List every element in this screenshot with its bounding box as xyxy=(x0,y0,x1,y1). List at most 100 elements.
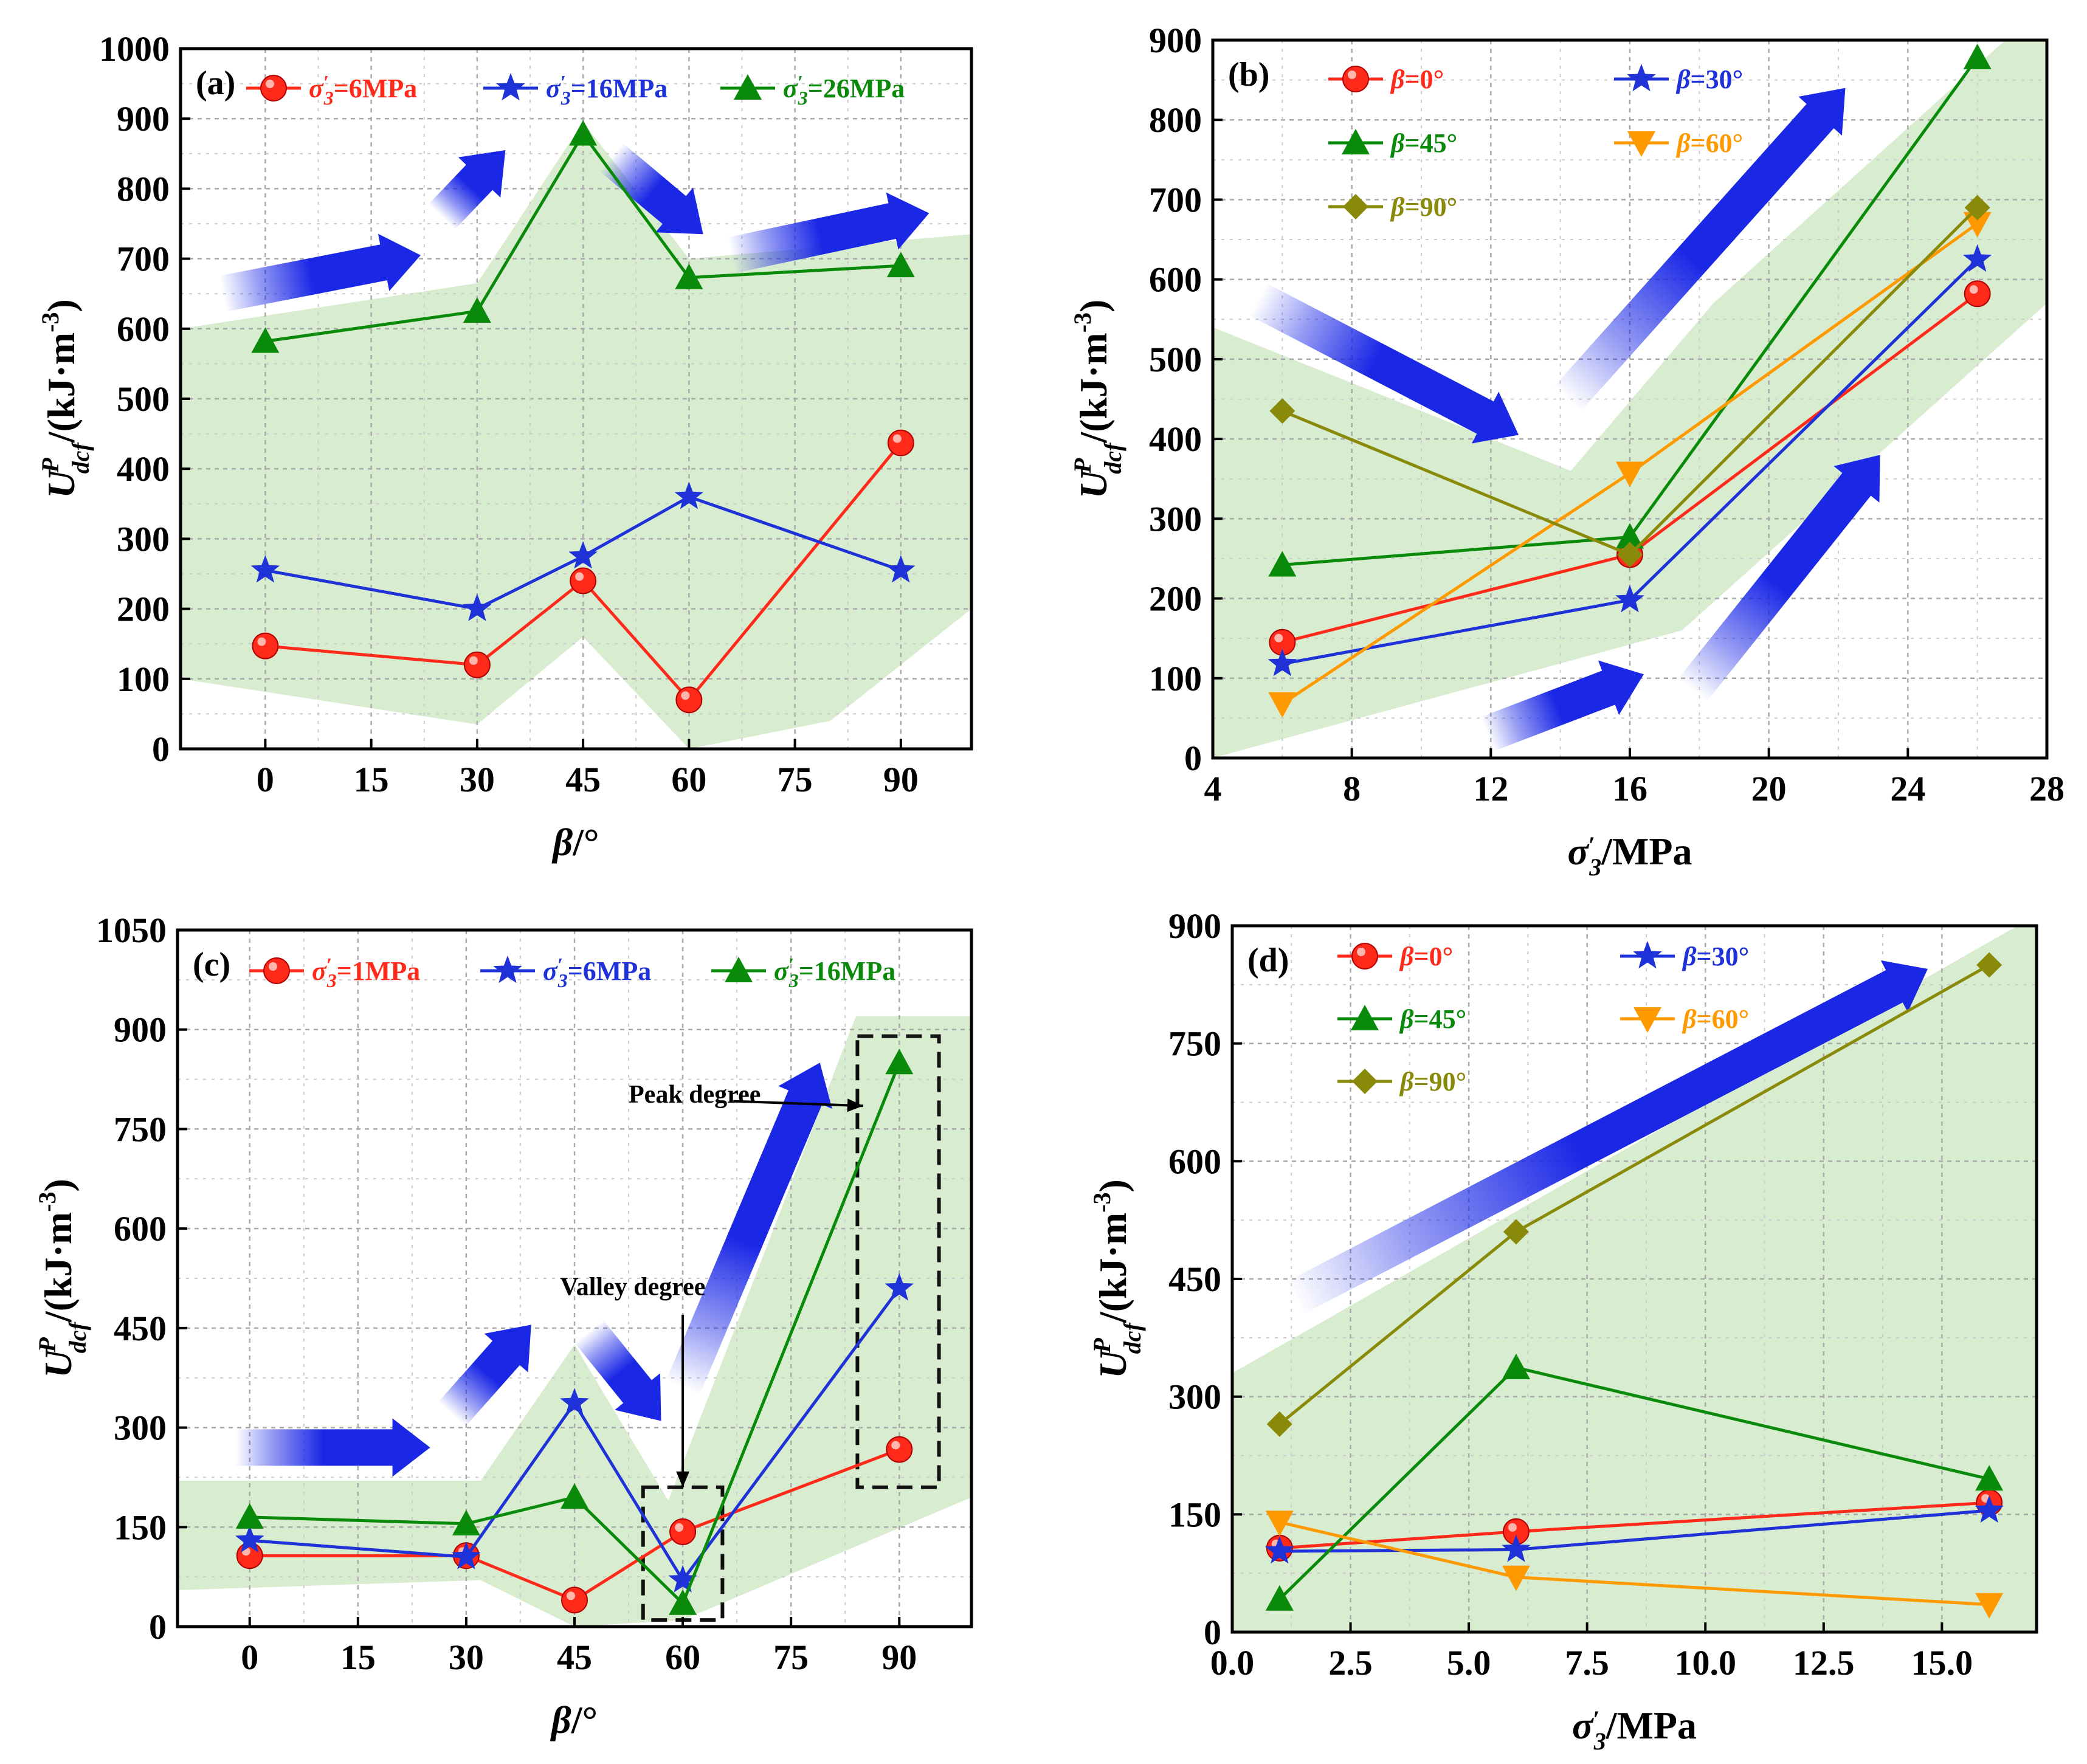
legend-label: σ′ 3=6MPa xyxy=(309,71,417,109)
data-point xyxy=(1503,1219,1529,1245)
x-tick-label: 90 xyxy=(881,1638,917,1677)
legend-marker xyxy=(734,74,762,100)
data-point xyxy=(887,429,914,457)
legend-marker xyxy=(725,957,753,982)
trend-arrow xyxy=(235,1418,430,1477)
y-tick-label: 500 xyxy=(1149,340,1202,379)
legend-label: β=60° xyxy=(1682,1004,1749,1034)
x-tick-label: 24 xyxy=(1890,769,1925,808)
data-point xyxy=(885,1273,914,1301)
x-tick-label: 5.0 xyxy=(1447,1643,1491,1683)
y-tick-label: 600 xyxy=(117,309,170,349)
trend-arrow-shape xyxy=(1285,960,1928,1315)
legend-item: β=60° xyxy=(1614,128,1743,158)
series-2 xyxy=(1265,1495,2004,1564)
data-point-highlight xyxy=(892,434,902,443)
legend-item: β=0° xyxy=(1337,942,1453,971)
legend-item: σ′ 3=6MPa xyxy=(480,954,651,991)
y-tick-label: 400 xyxy=(1149,419,1202,459)
y-tick-label: 750 xyxy=(114,1109,167,1149)
legend-marker xyxy=(1342,66,1369,92)
series-3 xyxy=(251,120,915,353)
trend-arrow-shape xyxy=(574,1320,661,1421)
data-point xyxy=(452,1542,481,1569)
x-tick-label: 30 xyxy=(460,760,495,799)
series-3 xyxy=(1265,1353,2004,1611)
trend-arrow-shape xyxy=(599,143,703,235)
y-tick-label: 600 xyxy=(1149,260,1202,300)
y-tick-label: 300 xyxy=(117,519,170,559)
annotation-valley: Valley degree xyxy=(560,1273,705,1487)
panel-a: 0 15 30 45 60 75 90010020030040050060070080090… xyxy=(36,29,973,864)
x-tick-label: 0 xyxy=(257,760,274,799)
data-point xyxy=(560,1388,589,1416)
series-4 xyxy=(1265,1511,2004,1619)
y-tick-label: 800 xyxy=(1149,100,1202,140)
legend: β=0° β=30° β=45° β=60° β=90° xyxy=(1337,941,1749,1097)
data-point xyxy=(235,1525,264,1553)
legend-label: σ′ 3=16MPa xyxy=(546,71,667,109)
panel-b: 4 8 12 16 20 24 28 0 100 200 300 400 500 600 700 800 900… xyxy=(1069,21,2065,881)
y-tick-label: 700 xyxy=(117,239,170,279)
y-tick-label: 600 xyxy=(114,1209,167,1249)
legend-marker xyxy=(1342,129,1370,154)
data-point xyxy=(1265,1511,1294,1537)
y-tick-label: 300 xyxy=(1168,1377,1221,1417)
data-point xyxy=(561,1587,588,1614)
legend-marker xyxy=(1633,941,1662,969)
panel-label: (b) xyxy=(1228,56,1269,94)
x-tick-label: 2.5 xyxy=(1328,1643,1373,1683)
y-tick-label: 400 xyxy=(117,449,170,489)
legend-item: σ′ 3=6MPa xyxy=(246,71,417,109)
panel-label: (c) xyxy=(193,946,230,984)
data-point xyxy=(668,1565,697,1593)
x-tick-label: 0 xyxy=(241,1638,258,1677)
trend-arrow xyxy=(1249,283,1519,444)
data-point xyxy=(250,555,280,583)
series-2 xyxy=(235,1273,914,1593)
data-point xyxy=(1975,1465,2004,1491)
y-tick-label: 0 xyxy=(1204,1613,1221,1652)
legend-item: β=60° xyxy=(1620,1004,1749,1034)
data-point xyxy=(569,120,598,146)
series-5 xyxy=(1269,195,1990,568)
data-point-highlight xyxy=(675,1523,684,1532)
data-point-highlight xyxy=(567,1591,575,1600)
data-point-highlight xyxy=(1969,285,1978,294)
annotation-arrowhead xyxy=(676,1471,690,1487)
legend-marker xyxy=(1343,194,1368,219)
x-tick-label: 20 xyxy=(1751,769,1787,808)
data-point xyxy=(1502,1353,1530,1379)
data-point xyxy=(252,632,279,660)
legend-label: β=90° xyxy=(1390,192,1457,222)
data-point xyxy=(251,327,280,353)
legend-marker xyxy=(493,956,522,984)
trend-arrow xyxy=(1678,455,1880,702)
legend-label: σ′ 3=1MPa xyxy=(312,954,420,991)
data-point xyxy=(675,263,703,289)
y-tick-label: 300 xyxy=(1149,499,1202,539)
series-3 xyxy=(235,1049,914,1615)
data-point xyxy=(885,1049,914,1075)
y-tick-label: 0 xyxy=(152,729,170,769)
data-point xyxy=(1616,461,1644,488)
y-axis-title: UP dcf/(kJ·m-3) xyxy=(36,299,94,498)
x-tick-label: 45 xyxy=(557,1638,592,1677)
data-point xyxy=(1268,649,1297,677)
trend-arrow xyxy=(1480,660,1644,751)
trend-arrow-shape xyxy=(235,1418,430,1477)
annotation-arrowhead xyxy=(847,1098,863,1112)
series-2 xyxy=(1268,244,1992,677)
legend-item: β=30° xyxy=(1620,941,1749,971)
y-tick-label: 900 xyxy=(1168,906,1221,946)
x-tick-label: 28 xyxy=(2029,769,2065,808)
data-point xyxy=(1265,1536,1294,1564)
annotation-text: Valley degree xyxy=(560,1273,705,1301)
series-5 xyxy=(1266,952,2002,1437)
y-tick-label: 0 xyxy=(149,1607,167,1647)
x-tick-label: 7.5 xyxy=(1565,1643,1609,1683)
trend-arrow-shape xyxy=(1480,660,1644,751)
data-point xyxy=(675,686,703,714)
panel-d: 0.0 2.5 5.0 7.5 10.0 12.5 15.0 0 150 300 450 600 750… xyxy=(1088,906,2038,1755)
